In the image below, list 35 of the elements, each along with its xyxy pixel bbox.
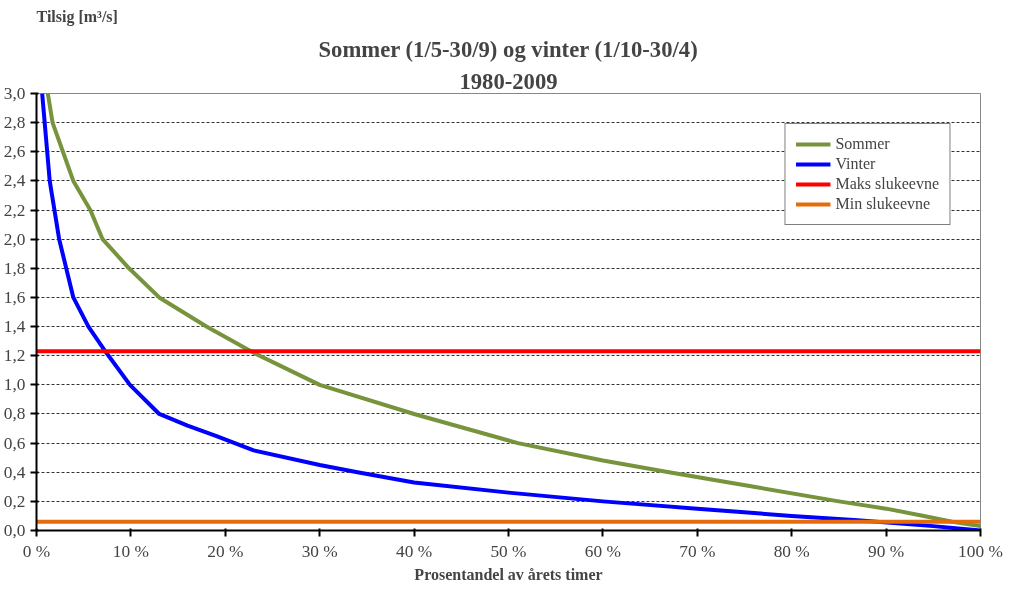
x-tick-label: 40 %	[396, 541, 433, 561]
y-tick-label: 1,8	[3, 258, 26, 278]
y-tick-label: 1,2	[3, 346, 26, 366]
x-tick-label: 10 %	[112, 541, 149, 561]
x-tick-label: 90 %	[868, 541, 905, 561]
y-tick-label: 0,2	[3, 491, 26, 511]
legend-label: Maks slukeevne	[835, 175, 939, 193]
y-tick-label: 3,0	[3, 84, 26, 103]
y-tick-label: 0,4	[3, 462, 26, 482]
y-tick-label: 1,4	[3, 317, 26, 337]
y-tick-label: 2,2	[3, 200, 26, 220]
x-axis-title: Prosentandel av årets timer	[414, 565, 603, 583]
y-tick-label: 2,8	[3, 113, 26, 133]
x-tick-label: 100 %	[958, 541, 1003, 561]
chart-title: Sommer (1/5-30/9) og vinter (1/10-30/4)	[318, 36, 698, 62]
x-tick-label: 60 %	[584, 541, 621, 561]
y-tick-label: 2,6	[3, 142, 26, 162]
y-tick-label: 1,6	[3, 287, 26, 307]
x-tick-label: 50 %	[490, 541, 527, 561]
x-tick-label: 70 %	[679, 541, 716, 561]
y-tick-label: 2,4	[3, 171, 26, 191]
y-tick-label: 0,8	[3, 404, 26, 424]
x-tick-label: 30 %	[301, 541, 338, 561]
x-tick-label: 20 %	[207, 541, 244, 561]
legend-label: Sommer	[835, 135, 890, 153]
x-tick-label: 80 %	[773, 541, 810, 561]
legend-label: Min slukeevne	[835, 195, 931, 213]
x-tick-label: 0 %	[22, 541, 51, 561]
y-axis-title: Tilsig [m³/s]	[36, 7, 118, 26]
legend-label: Vinter	[835, 155, 876, 173]
y-tick-label: 2,0	[3, 229, 26, 249]
y-tick-label: 0,0	[3, 521, 26, 540]
chart-subtitle: 1980-2009	[459, 68, 558, 94]
y-tick-label: 0,6	[3, 433, 26, 453]
y-tick-label: 1,0	[3, 375, 26, 395]
